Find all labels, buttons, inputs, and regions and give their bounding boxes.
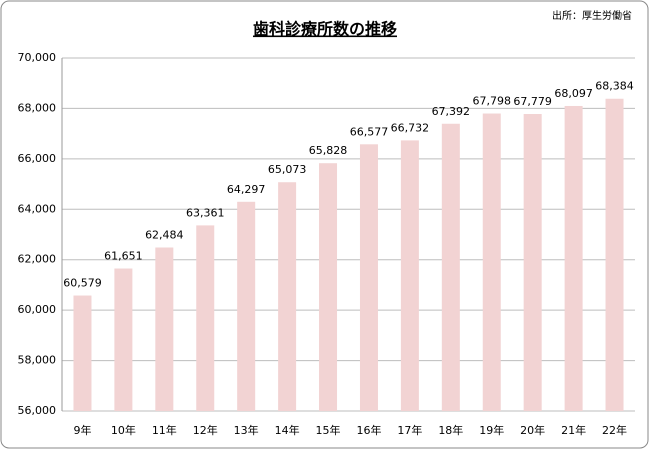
- x-tick-label: 12年: [193, 423, 218, 437]
- y-tick-label: 68,000: [18, 101, 57, 114]
- bar: [441, 123, 460, 412]
- bar: [155, 247, 174, 411]
- chart-title: 歯科診療所数の推移: [253, 20, 397, 39]
- value-label: 66,732: [391, 121, 430, 134]
- bar: [237, 201, 256, 411]
- y-tick-label: 62,000: [18, 253, 57, 266]
- value-label: 65,073: [268, 163, 307, 176]
- bar: [319, 163, 338, 411]
- x-tick-label: 21年: [561, 423, 586, 437]
- value-label: 67,392: [432, 105, 471, 118]
- bar: [482, 113, 501, 412]
- value-label: 65,828: [309, 144, 348, 157]
- x-tick-label: 14年: [275, 423, 300, 437]
- bar: [605, 98, 624, 412]
- value-label: 64,297: [227, 183, 266, 196]
- source-note: 出所：厚生労働省: [552, 9, 632, 22]
- bar: [523, 114, 542, 412]
- x-tick-label: 13年: [234, 423, 259, 437]
- y-tick-label: 66,000: [18, 152, 57, 165]
- value-label: 63,361: [186, 206, 225, 219]
- value-label: 60,579: [63, 277, 102, 290]
- x-tick-label: 20年: [520, 423, 545, 437]
- x-tick-label: 22年: [602, 423, 627, 437]
- value-label: 67,779: [513, 95, 552, 108]
- value-label: 68,384: [595, 80, 634, 93]
- bar: [400, 140, 419, 412]
- x-tick-label: 16年: [356, 423, 381, 437]
- x-tick-label: 19年: [479, 423, 504, 437]
- y-tick-label: 64,000: [18, 202, 57, 215]
- x-tick-label: 17年: [397, 423, 422, 437]
- x-tick-label: 15年: [316, 423, 341, 437]
- value-label: 66,577: [350, 125, 389, 138]
- x-tick-label: 10年: [111, 423, 136, 437]
- x-tick-label: 9年: [73, 423, 91, 437]
- bar: [278, 182, 297, 411]
- bar: [114, 268, 133, 411]
- bar: [564, 105, 583, 411]
- y-tick-label: 70,000: [18, 51, 57, 64]
- y-tick-label: 58,000: [18, 354, 57, 367]
- value-label: 61,651: [104, 250, 143, 263]
- bar: [73, 295, 92, 411]
- value-label: 68,097: [554, 87, 593, 100]
- y-tick-label: 56,000: [18, 404, 57, 417]
- x-tick-label: 11年: [152, 423, 177, 437]
- bar: [359, 144, 378, 411]
- y-tick-label: 60,000: [18, 303, 57, 316]
- bar: [196, 225, 215, 411]
- value-label: 62,484: [145, 229, 184, 242]
- x-tick-label: 18年: [438, 423, 463, 437]
- value-label: 67,798: [473, 95, 512, 108]
